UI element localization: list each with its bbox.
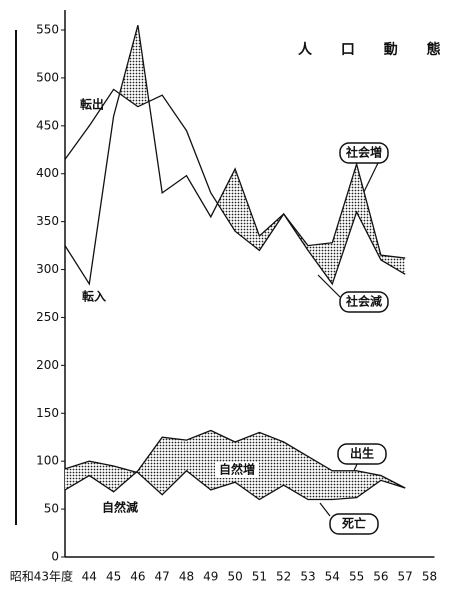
annotation: 自然減 — [102, 500, 138, 515]
label-box — [339, 291, 389, 313]
series-label: 転出 — [80, 97, 104, 112]
label-box — [339, 142, 389, 164]
x-tick-label: 46 — [130, 570, 145, 584]
annotation: 自然増 — [219, 462, 255, 477]
y-tick-label: 50 — [44, 502, 59, 516]
y-tick-label: 200 — [36, 358, 59, 372]
series-line — [64, 429, 406, 493]
x-tick-label: 56 — [373, 570, 388, 584]
label-bg — [215, 462, 259, 478]
annotation: 社会減 — [345, 294, 382, 309]
label-box — [329, 513, 379, 535]
label-box — [337, 443, 387, 465]
x-tick-label: 58 — [422, 570, 437, 584]
x-tick-label: 昭和43年度 — [10, 569, 73, 584]
x-tick-label: 52 — [276, 570, 291, 584]
x-tick-label: 49 — [203, 570, 218, 584]
x-tick-label: 47 — [155, 570, 170, 584]
y-tick-label: 250 — [36, 310, 59, 324]
y-tick-label: 150 — [36, 406, 59, 420]
y-tick-label: 100 — [36, 454, 59, 468]
x-tick-label: 44 — [82, 570, 97, 584]
x-tick-label: 51 — [252, 570, 267, 584]
x-tick-label: 57 — [398, 570, 413, 584]
annotation: 社会増 — [345, 145, 382, 160]
y-tick-label: 550 — [36, 23, 59, 37]
x-tick-label: 55 — [349, 570, 364, 584]
series-line — [64, 460, 406, 501]
x-tick-label: 54 — [325, 570, 340, 584]
series-label: 出生 — [350, 446, 374, 461]
series-line — [64, 25, 406, 286]
x-tick-label: 45 — [106, 570, 121, 584]
series-label: 死亡 — [342, 516, 366, 531]
x-tick-label: 48 — [179, 570, 194, 584]
x-tick-label: 53 — [300, 570, 315, 584]
y-tick-label: 500 — [36, 70, 59, 84]
series-line — [64, 88, 406, 286]
y-tick-label: 400 — [36, 166, 59, 180]
y-tick-label: 300 — [36, 262, 59, 276]
y-tick-label: 0 — [51, 550, 59, 564]
y-tick-label: 350 — [36, 214, 59, 228]
y-tick-label: 450 — [36, 118, 59, 132]
x-tick-label: 50 — [227, 570, 242, 584]
chart-title: 人 口 動 態 — [298, 41, 453, 58]
series-label: 転入 — [82, 289, 106, 304]
